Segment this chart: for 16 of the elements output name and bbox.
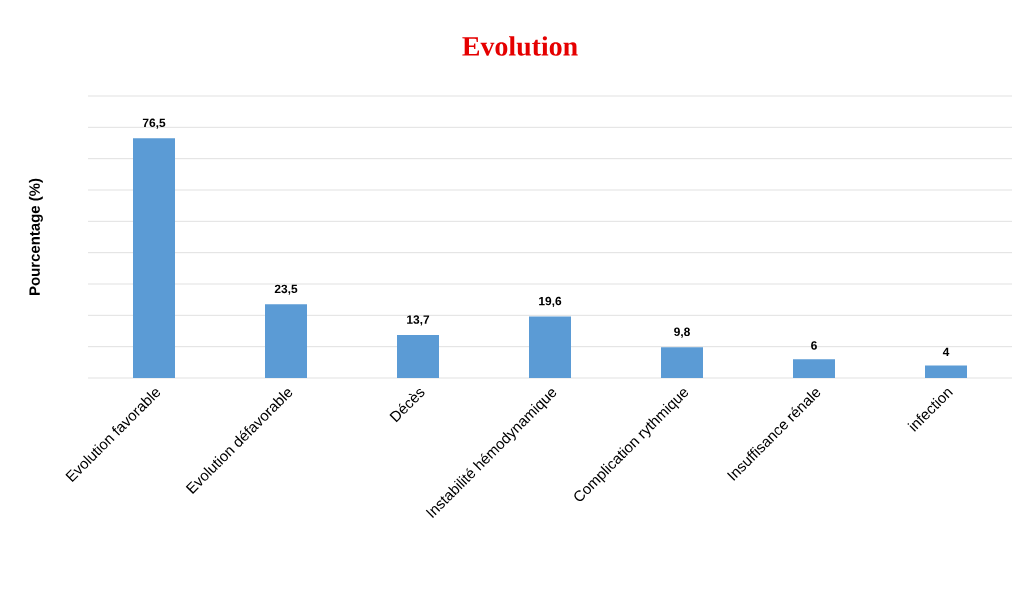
bar [925,365,967,378]
bar [793,359,835,378]
bar [265,304,307,378]
y-axis-title: Pourcentage (%) [28,178,43,295]
chart-title: Evolution [462,36,578,56]
bar [133,138,175,378]
bar [529,316,571,378]
bar [661,347,703,378]
data-label: 4 [942,347,950,356]
bar [397,335,439,378]
data-label: 23,5 [274,284,298,295]
data-label: 13,7 [407,315,430,326]
data-label: 6 [811,341,817,350]
data-label: 19,6 [539,296,562,308]
data-label: 9,8 [674,327,690,338]
data-label: 76,5 [142,118,166,129]
